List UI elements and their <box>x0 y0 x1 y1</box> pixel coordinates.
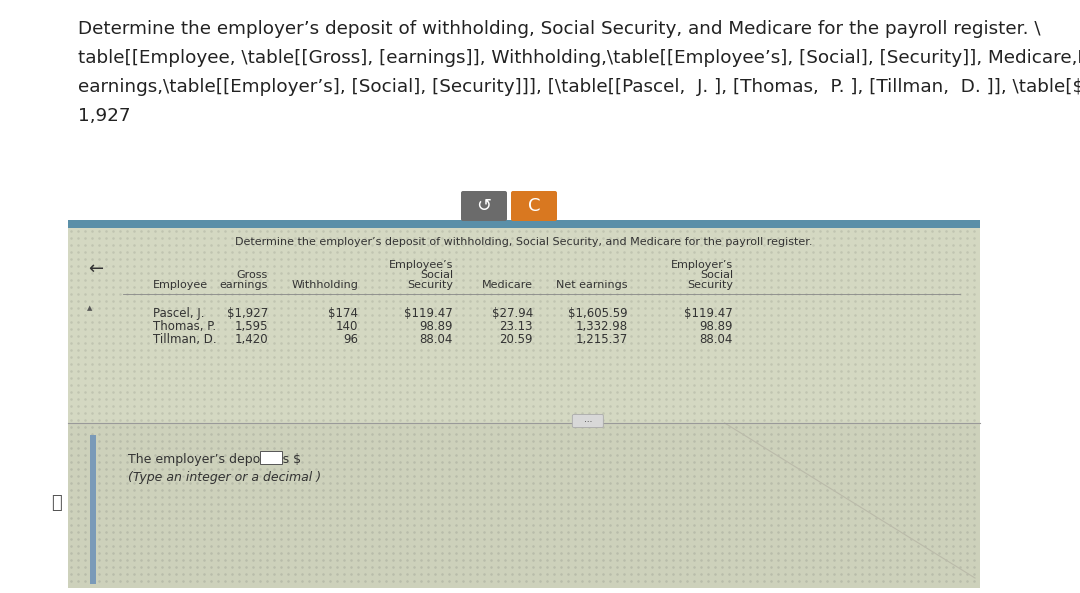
Text: Social: Social <box>420 270 453 280</box>
Text: 23.13: 23.13 <box>499 320 534 333</box>
Text: $119.47: $119.47 <box>685 307 733 320</box>
Text: Employee’s: Employee’s <box>389 260 453 270</box>
Text: Social: Social <box>700 270 733 280</box>
Text: Employee: Employee <box>153 280 208 290</box>
Text: Gross: Gross <box>237 270 268 280</box>
Text: Withholding: Withholding <box>292 280 357 290</box>
Text: ←: ← <box>89 260 104 278</box>
Text: ↺: ↺ <box>476 197 491 215</box>
Bar <box>90 435 96 584</box>
Text: 1,927: 1,927 <box>78 107 131 125</box>
Text: Medicare: Medicare <box>482 280 534 290</box>
Text: Thomas, P.: Thomas, P. <box>153 320 216 333</box>
Text: 98.89: 98.89 <box>419 320 453 333</box>
Text: $1,927: $1,927 <box>227 307 268 320</box>
Bar <box>260 451 282 464</box>
Text: Security: Security <box>687 280 733 290</box>
Text: $1,605.59: $1,605.59 <box>568 307 627 320</box>
Text: Pascel, J.: Pascel, J. <box>153 307 204 320</box>
Text: 88.04: 88.04 <box>420 333 453 346</box>
FancyBboxPatch shape <box>572 415 604 428</box>
Text: The employer’s deposit is $: The employer’s deposit is $ <box>129 453 301 466</box>
Text: Security: Security <box>407 280 453 290</box>
Text: $27.94: $27.94 <box>491 307 534 320</box>
Text: earnings: earnings <box>219 280 268 290</box>
FancyBboxPatch shape <box>461 191 507 221</box>
Text: 96: 96 <box>343 333 357 346</box>
Text: Net earnings: Net earnings <box>556 280 627 290</box>
Text: $174: $174 <box>328 307 357 320</box>
Bar <box>68 220 980 228</box>
Text: Determine the employer’s deposit of withholding, Social Security, and Medicare f: Determine the employer’s deposit of with… <box>235 237 813 247</box>
Text: 98.89: 98.89 <box>700 320 733 333</box>
Bar <box>68 228 980 588</box>
Text: ⋯: ⋯ <box>583 416 592 426</box>
Text: 🖐: 🖐 <box>51 494 62 512</box>
Text: ▲: ▲ <box>87 305 93 311</box>
Text: Tillman, D.: Tillman, D. <box>153 333 217 346</box>
Bar <box>68 228 980 423</box>
Text: Determine the employer’s deposit of withholding, Social Security, and Medicare f: Determine the employer’s deposit of with… <box>78 20 1041 38</box>
FancyBboxPatch shape <box>511 191 557 221</box>
Text: 1,595: 1,595 <box>234 320 268 333</box>
Text: 1,332.98: 1,332.98 <box>576 320 627 333</box>
Text: 1,215.37: 1,215.37 <box>576 333 627 346</box>
Text: 140: 140 <box>336 320 357 333</box>
Text: Employer’s: Employer’s <box>671 260 733 270</box>
Text: 1,420: 1,420 <box>234 333 268 346</box>
Text: 88.04: 88.04 <box>700 333 733 346</box>
Text: 20.59: 20.59 <box>499 333 534 346</box>
Text: earnings,\table[[Employer’s], [Social], [Security]]], [\table[[Pascel,  J. ], [T: earnings,\table[[Employer’s], [Social], … <box>78 78 1080 96</box>
Text: (Type an integer or a decimal ): (Type an integer or a decimal ) <box>129 471 321 484</box>
Text: table[[Employee, \table[[Gross], [earnings]], Withholding,\table[[Employee’s], [: table[[Employee, \table[[Gross], [earnin… <box>78 49 1080 67</box>
Text: C: C <box>528 197 540 215</box>
Text: $119.47: $119.47 <box>404 307 453 320</box>
